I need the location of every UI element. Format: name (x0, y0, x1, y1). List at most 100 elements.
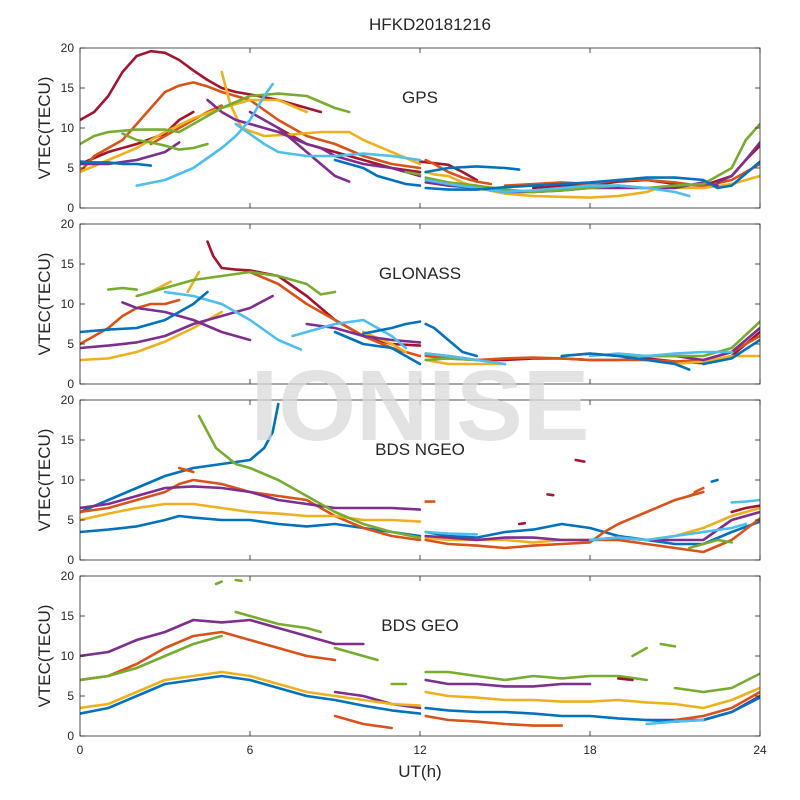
series-line-24 (234, 122, 422, 162)
y-tick-label: 15 (61, 433, 75, 447)
series-line-6 (424, 714, 563, 727)
series-line-23 (80, 290, 209, 334)
series-line-26 (80, 160, 153, 167)
panel-title: GPS (402, 88, 438, 107)
series-line-13 (80, 485, 422, 511)
series-line-24 (333, 330, 422, 366)
series-line-11 (234, 610, 323, 634)
series-line-22 (517, 521, 527, 526)
series-line-15 (107, 286, 138, 291)
series-line-16 (659, 642, 677, 648)
series-line-11 (80, 294, 274, 350)
chart-panel-0: 0 5 10 15 20 VTEC(TECU) GPS (35, 41, 761, 215)
series-line-2 (424, 678, 592, 688)
series-line-10 (673, 354, 760, 366)
y-tick-label: 5 (67, 337, 74, 351)
y-tick-label: 5 (67, 689, 74, 703)
y-tick-label: 0 (67, 553, 74, 567)
series-line-14 (424, 670, 648, 682)
series-line-6 (149, 104, 223, 146)
panel-title: BDS GEO (381, 616, 458, 635)
series-line-20 (291, 318, 408, 350)
figure-title: HFKD20181216 (369, 15, 491, 34)
series-line-22 (645, 718, 705, 726)
series-line-10 (220, 70, 422, 166)
y-axis-label: VTEC(TECU) (35, 605, 54, 708)
y-tick-label: 5 (67, 513, 74, 527)
y-axis-label: VTEC(TECU) (35, 77, 54, 180)
series-line-12 (121, 301, 252, 342)
chart-panel-1: 0 5 10 15 20 VTEC(TECU) GLONASS (35, 217, 761, 391)
series-line-9 (80, 98, 308, 174)
y-tick-label: 20 (61, 393, 75, 407)
series-line-20 (574, 458, 586, 463)
x-tick-label: 24 (753, 743, 767, 757)
series-line-9 (214, 580, 223, 586)
series-group (80, 49, 760, 199)
series-line-4 (80, 478, 422, 542)
series-line-28 (702, 338, 760, 366)
y-tick-label: 10 (61, 121, 75, 135)
series-line-12 (333, 646, 379, 662)
y-axis-label: VTEC(TECU) (35, 429, 54, 532)
y-tick-label: 10 (61, 297, 75, 311)
chart-panel-3: 0 6 12 18 24 0 5 10 15 20 VTEC(TECU) BDS GEO (35, 569, 767, 757)
series-line-8 (588, 517, 760, 554)
y-tick-label: 20 (61, 217, 75, 231)
series-line-27 (333, 158, 422, 187)
series-line-5 (80, 81, 422, 174)
series-line-3 (710, 478, 719, 483)
series-line-23 (730, 504, 760, 514)
x-tick-label: 6 (247, 743, 254, 757)
series-line-25 (362, 320, 422, 335)
series-line-8 (362, 330, 408, 354)
y-tick-label: 10 (61, 473, 75, 487)
series-line-9 (424, 358, 507, 366)
series-line-18 (80, 128, 181, 146)
x-axis-label: UT(h) (398, 762, 441, 781)
series-line-21 (404, 170, 422, 176)
chart-panels: 0 5 10 15 20 VTEC(TECU) GPS 0 5 10 15 20 VTEC(TECU) G… (35, 41, 767, 757)
series-line-15 (80, 141, 181, 166)
series-line-27 (560, 352, 691, 371)
series-line-29 (424, 160, 760, 191)
series-line-19 (424, 686, 760, 710)
series-line-14 (248, 110, 351, 183)
series-line-10 (234, 578, 243, 583)
y-tick-label: 20 (61, 569, 75, 583)
y-tick-label: 0 (67, 201, 74, 215)
series-line-2 (80, 298, 181, 346)
series-line-19 (730, 498, 760, 504)
series-line-16 (135, 270, 337, 298)
series-line-17 (673, 672, 760, 694)
x-tick-label: 0 (77, 743, 84, 757)
series-line-4 (80, 630, 337, 682)
y-tick-label: 15 (61, 257, 75, 271)
series-line-0 (80, 402, 280, 514)
series-line-11 (424, 170, 663, 199)
series-line-15 (631, 646, 648, 658)
series-line-21 (424, 352, 507, 366)
y-tick-label: 15 (61, 609, 75, 623)
series-line-7 (186, 270, 201, 294)
plot-area (80, 48, 760, 208)
series-line-22 (588, 350, 733, 358)
series-line-8 (80, 634, 223, 682)
series-line-10 (687, 492, 697, 498)
series-line-5 (333, 714, 393, 730)
y-tick-label: 0 (67, 729, 74, 743)
x-tick-label: 12 (413, 743, 427, 757)
series-group (80, 402, 760, 554)
series-line-7 (424, 490, 705, 550)
y-tick-label: 10 (61, 649, 75, 663)
plot-area (80, 576, 760, 736)
series-line-19 (121, 132, 209, 151)
y-tick-label: 5 (67, 161, 74, 175)
series-line-25 (424, 178, 691, 198)
series-line-0 (80, 618, 365, 658)
series-line-5 (177, 466, 195, 474)
series-line-19 (163, 290, 303, 351)
y-tick-label: 0 (67, 377, 74, 391)
series-line-16 (687, 538, 733, 550)
